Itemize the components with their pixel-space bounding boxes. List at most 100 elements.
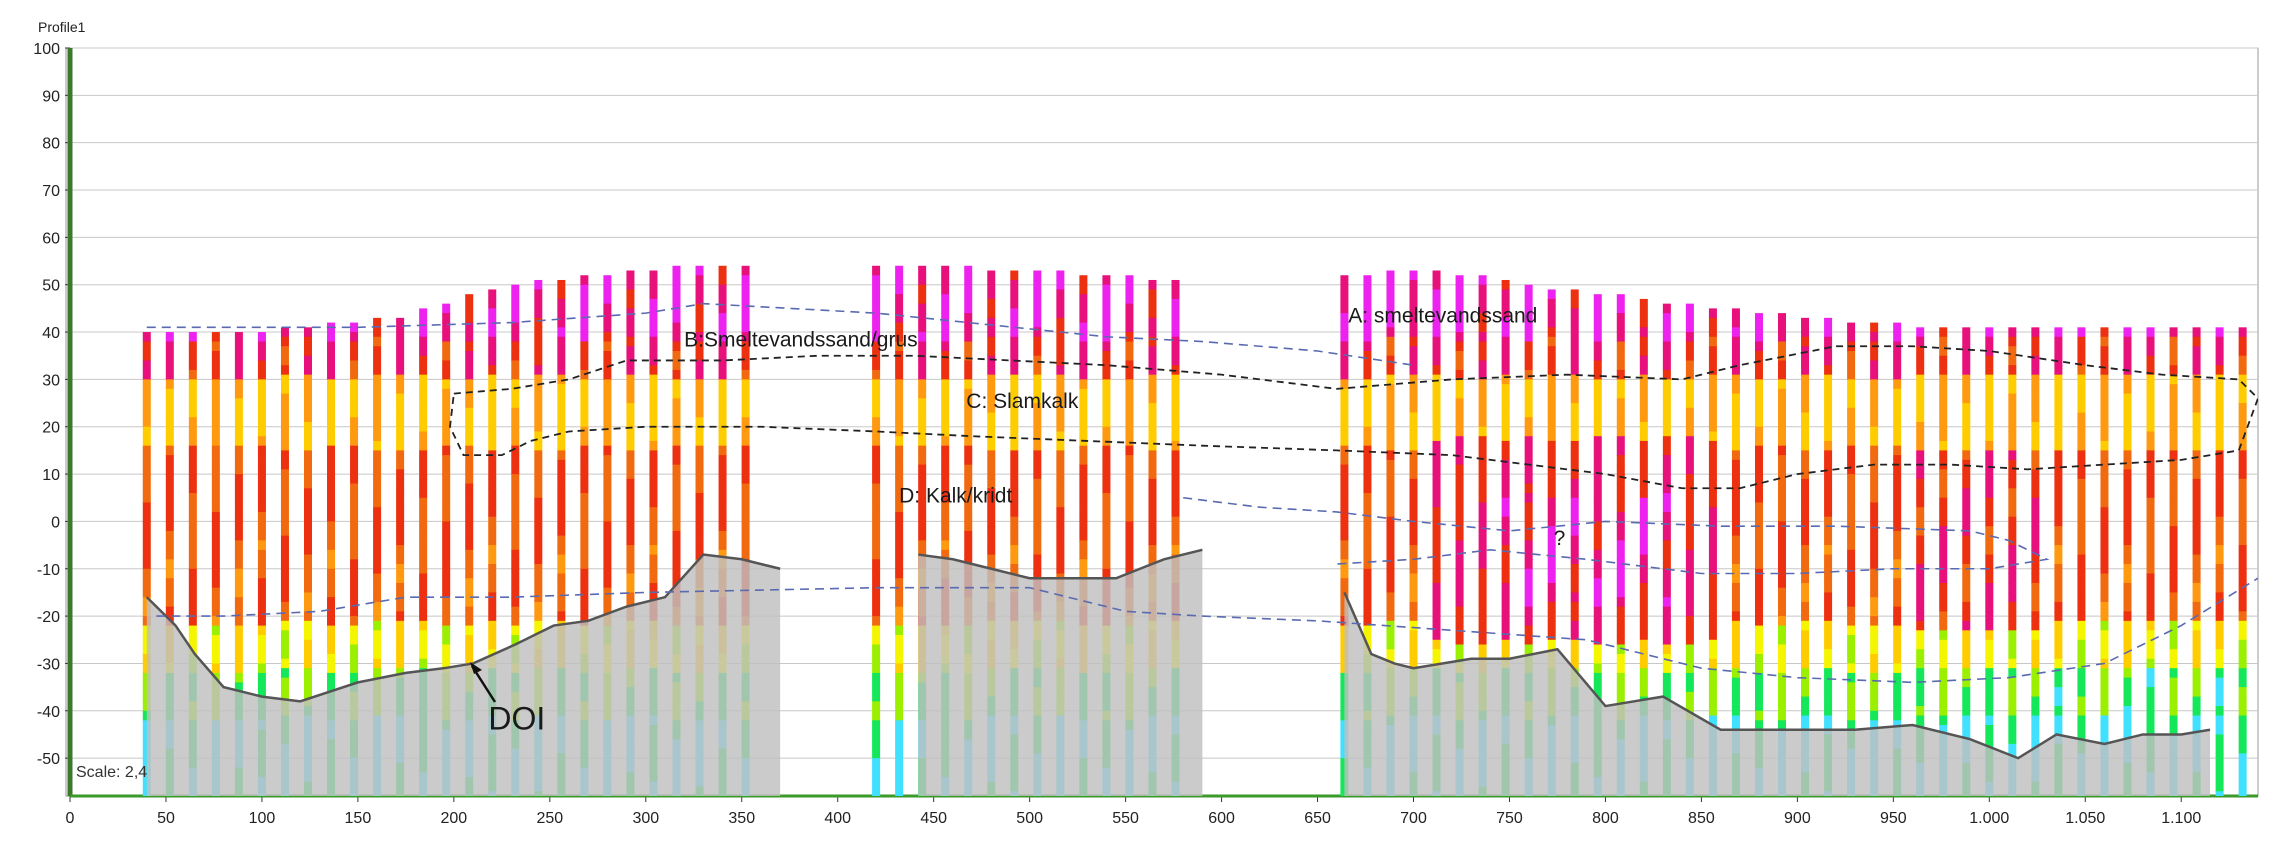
sounding-cell: [1778, 578, 1787, 589]
sounding-cell: [2031, 412, 2040, 423]
sounding-cell: [895, 294, 904, 305]
sounding-cell: [2192, 346, 2201, 357]
sounding-cell: [2146, 488, 2155, 499]
sounding-cell: [2215, 753, 2224, 764]
sounding-cell: [2238, 374, 2247, 385]
sounding-cell: [1125, 360, 1134, 371]
sounding-cell: [327, 474, 336, 485]
sounding-cell: [303, 478, 312, 489]
sounding-cell: [672, 398, 681, 409]
sounding-cell: [1102, 455, 1111, 466]
sounding-cell: [165, 426, 174, 437]
sounding-cell: [234, 682, 243, 693]
layer-boundary: [156, 577, 2258, 684]
sounding-cell: [1033, 450, 1042, 461]
sounding-cell: [373, 355, 382, 366]
sounding-cell: [2192, 507, 2201, 518]
sounding-cell: [1778, 436, 1787, 447]
sounding-cell: [695, 511, 704, 523]
sounding-cell: [1501, 611, 1510, 622]
sounding-cell: [511, 360, 520, 371]
sounding-cell: [1985, 535, 1994, 546]
sounding-cell: [350, 540, 359, 551]
sounding-cell: [234, 511, 243, 523]
sounding-cell: [872, 426, 881, 437]
sounding-cell: [1685, 341, 1694, 352]
sounding-cell: [280, 384, 289, 395]
sounding-cell: [1754, 360, 1763, 371]
sounding-cell: [2054, 336, 2063, 347]
sounding-cell: [1870, 691, 1879, 702]
sounding-cell: [695, 322, 704, 333]
sounding-cell: [626, 384, 635, 395]
sounding-cell: [895, 530, 904, 541]
sounding-cell: [1148, 469, 1157, 480]
sounding-cell: [1409, 270, 1418, 281]
sounding-cell: [603, 275, 612, 286]
sounding-cell: [1478, 426, 1487, 437]
sounding-cell: [419, 620, 428, 631]
sounding-cell: [1985, 696, 1994, 707]
sounding-cell: [2123, 554, 2132, 565]
sounding-cell: [1870, 559, 1879, 570]
sounding-cell: [1847, 455, 1856, 466]
sounding-cell: [1102, 360, 1111, 371]
sounding-cell: [2077, 658, 2086, 669]
sounding-cell: [1916, 327, 1925, 338]
sounding-cell: [350, 597, 359, 608]
sounding-cell: [1916, 450, 1925, 461]
sounding-cell: [2169, 488, 2178, 499]
sounding-cell: [2077, 706, 2086, 717]
sounding-cell: [1731, 459, 1740, 470]
sounding-cell: [1685, 578, 1694, 589]
sounding-cell: [1778, 502, 1787, 513]
sounding-cell: [695, 398, 704, 409]
sounding-cell: [1056, 422, 1065, 433]
sounding-cell: [1102, 350, 1111, 362]
sounding-cell: [1962, 336, 1971, 347]
sounding-cell: [1171, 327, 1180, 338]
sounding-cell: [1685, 635, 1694, 646]
sounding-cell: [1056, 450, 1065, 461]
sounding-cell: [1570, 658, 1579, 669]
sounding-cell: [488, 412, 497, 423]
sounding-cell: [2008, 611, 2017, 622]
sounding-cell: [1754, 388, 1763, 399]
sounding-cell: [1171, 308, 1180, 319]
sounding-cell: [1455, 530, 1464, 541]
annotation-label: D: Kalk/kridt: [899, 484, 1012, 507]
sounding-cell: [1501, 459, 1510, 470]
sounding-cell: [1570, 459, 1579, 470]
sounding-cell: [2008, 422, 2017, 433]
sounding-cell: [1478, 284, 1487, 295]
sounding-cell: [234, 653, 243, 665]
sounding-cell: [1010, 535, 1019, 546]
sounding-cell: [2169, 706, 2178, 717]
sounding-cell: [1033, 327, 1042, 338]
sounding-cell: [1939, 365, 1948, 376]
sounding-cell: [465, 540, 474, 551]
sounding-cell: [2100, 488, 2109, 499]
sounding-cell: [303, 611, 312, 622]
sounding-cell: [1962, 450, 1971, 461]
sounding-cell: [2008, 384, 2017, 395]
sounding-cell: [280, 516, 289, 527]
sounding-cell: [303, 365, 312, 376]
sounding-cell: [1501, 573, 1510, 584]
sounding-cell: [165, 417, 174, 428]
sounding-cell: [1939, 516, 1948, 527]
sounding-cell: [419, 649, 428, 660]
sounding-cell: [2192, 384, 2201, 395]
sounding-cell: [672, 445, 681, 456]
sounding-cell: [1939, 545, 1948, 556]
sounding-cell: [1478, 417, 1487, 428]
sounding-cell: [1432, 639, 1441, 650]
sounding-cell: [895, 540, 904, 551]
sounding-cell: [1824, 639, 1833, 650]
sounding-cell: [2054, 545, 2063, 556]
sounding-cell: [1409, 658, 1418, 669]
sounding-cell: [1593, 521, 1602, 532]
sounding-cell: [1893, 369, 1902, 380]
sounding-cell: [2031, 384, 2040, 395]
sounding-cell: [2100, 374, 2109, 385]
